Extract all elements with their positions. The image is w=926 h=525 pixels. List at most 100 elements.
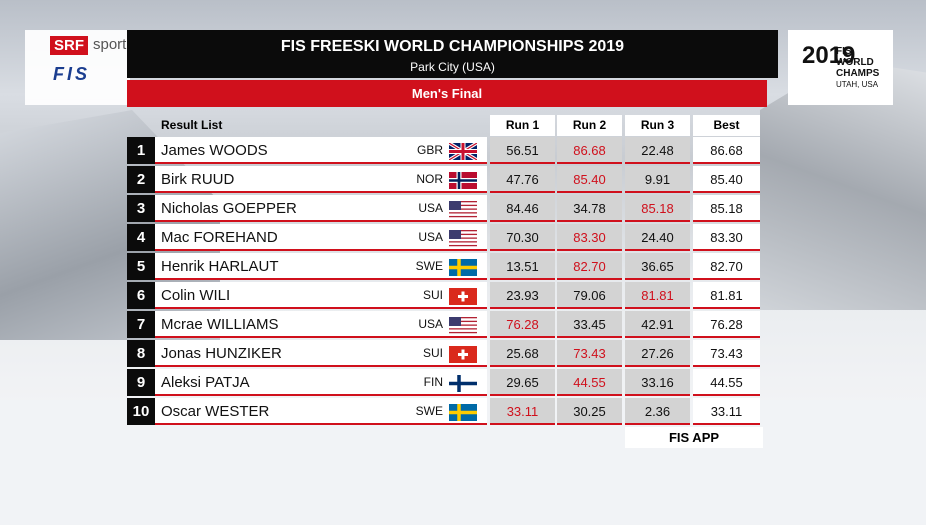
athlete-row: Birk RUUD NOR: [155, 166, 487, 193]
run-score: 73.43: [557, 340, 622, 367]
rank: 7: [127, 311, 155, 338]
flag-part: [449, 233, 477, 236]
athlete-name: Jonas HUNZIKER: [161, 345, 282, 362]
title: FIS FREESKI WORLD CHAMPIONSHIPS 2019: [280, 38, 625, 55]
run-score: 24.40: [625, 224, 690, 251]
rank: 8: [127, 340, 155, 367]
run-score: 56.51: [490, 137, 555, 164]
athlete-name: Mcrae WILLIAMS: [161, 316, 279, 333]
flag: [449, 288, 477, 305]
run-score: 82.70: [557, 253, 622, 280]
best-score: 82.70: [693, 253, 760, 280]
run-score: 84.46: [490, 195, 555, 222]
run-score: 76.28: [490, 311, 555, 338]
logo-text: CHAMPS: [836, 68, 880, 79]
subtitle: Park City (USA): [410, 60, 495, 74]
flag: [449, 172, 477, 189]
logo-text: WORLD: [836, 57, 874, 68]
flag-part: [449, 317, 461, 326]
column-header: Best: [693, 115, 760, 136]
flag-part: [449, 204, 477, 207]
country-code: USA: [418, 201, 443, 215]
run-score: 36.65: [625, 253, 690, 280]
rank: 9: [127, 369, 155, 396]
logo-text: FIS: [836, 46, 852, 57]
flag-part: [449, 237, 477, 239]
country-code: FIN: [423, 375, 443, 389]
best-score: 73.43: [693, 340, 760, 367]
run-score: 33.11: [490, 398, 555, 425]
rank: 6: [127, 282, 155, 309]
run-score: 23.93: [490, 282, 555, 309]
rank: 2: [127, 166, 155, 193]
country-code: SUI: [422, 346, 443, 360]
flag-part: [449, 375, 477, 392]
flag-part: [458, 291, 468, 302]
run-score: 85.18: [625, 195, 690, 222]
best-score: 85.18: [693, 195, 760, 222]
column-header: Run 1: [490, 115, 555, 136]
country-code: USA: [418, 230, 443, 244]
run-score: 44.55: [557, 369, 622, 396]
country-code: SUI: [422, 288, 443, 302]
run-score: 13.51: [490, 253, 555, 280]
run-score: 2.36: [625, 398, 690, 425]
column-header: Result List: [161, 118, 223, 132]
athlete-row: Mac FOREHAND USA: [155, 224, 487, 251]
flag-part: [449, 201, 477, 203]
best-score: 85.40: [693, 166, 760, 193]
athlete-row: Jonas HUNZIKER SUI: [155, 340, 487, 367]
run-score: 86.68: [557, 137, 622, 164]
best-score: 86.68: [693, 137, 760, 164]
run-score: 47.76: [490, 166, 555, 193]
flag-part: [449, 320, 477, 323]
flag: [449, 259, 477, 276]
flag-part: [449, 259, 477, 276]
flag-part: [449, 212, 477, 214]
title-bar: FIS FREESKI WORLD CHAMPIONSHIPS 2019 Par…: [127, 30, 778, 78]
athlete-name: Mac FOREHAND: [161, 229, 278, 246]
athlete-name: Aleksi PATJA: [161, 374, 250, 391]
flag: [449, 143, 477, 160]
best-score: 44.55: [693, 369, 760, 396]
flag-part: [449, 201, 461, 210]
flag-part: [449, 404, 477, 421]
best-score: 83.30: [693, 224, 760, 251]
flag-part: [449, 208, 477, 210]
run-score: 29.65: [490, 369, 555, 396]
country-code: USA: [418, 317, 443, 331]
country-code: SWE: [415, 404, 443, 418]
athlete-name: Nicholas GOEPPER: [161, 200, 297, 217]
flag: [449, 317, 477, 334]
flag-part: [449, 172, 477, 189]
flag-part: [449, 230, 461, 239]
run-score: 33.16: [625, 369, 690, 396]
column-header: Run 2: [557, 115, 622, 136]
flag-part: [458, 349, 468, 360]
flag-part: [449, 317, 477, 319]
athlete-row: Aleksi PATJA FIN: [155, 369, 487, 396]
run-score: 30.25: [557, 398, 622, 425]
flag: [449, 230, 477, 247]
rank: 10: [127, 398, 155, 425]
athlete-name: Oscar WESTER: [161, 403, 270, 420]
flag-part: [449, 215, 477, 218]
run-score: 34.78: [557, 195, 622, 222]
broadcaster-logo: SRF sportlive FIS: [25, 30, 149, 105]
athlete-name: James WOODS: [161, 142, 268, 159]
athlete-row: James WOODS GBR: [155, 137, 487, 164]
rank: 4: [127, 224, 155, 251]
best-score: 81.81: [693, 282, 760, 309]
athlete-name: Colin WILI: [161, 287, 231, 304]
run-score: 33.45: [557, 311, 622, 338]
logo-text: SRF: [50, 36, 88, 55]
country-code: SWE: [415, 259, 443, 273]
athlete-row: Nicholas GOEPPER USA: [155, 195, 487, 222]
logo-text: UTAH, USA: [836, 80, 879, 89]
event-logo: 2019 FIS WORLD CHAMPS UTAH, USA: [788, 30, 893, 105]
country-code: GBR: [416, 143, 443, 157]
flag-part: [449, 324, 477, 326]
run-score: 42.91: [625, 311, 690, 338]
rank: 5: [127, 253, 155, 280]
